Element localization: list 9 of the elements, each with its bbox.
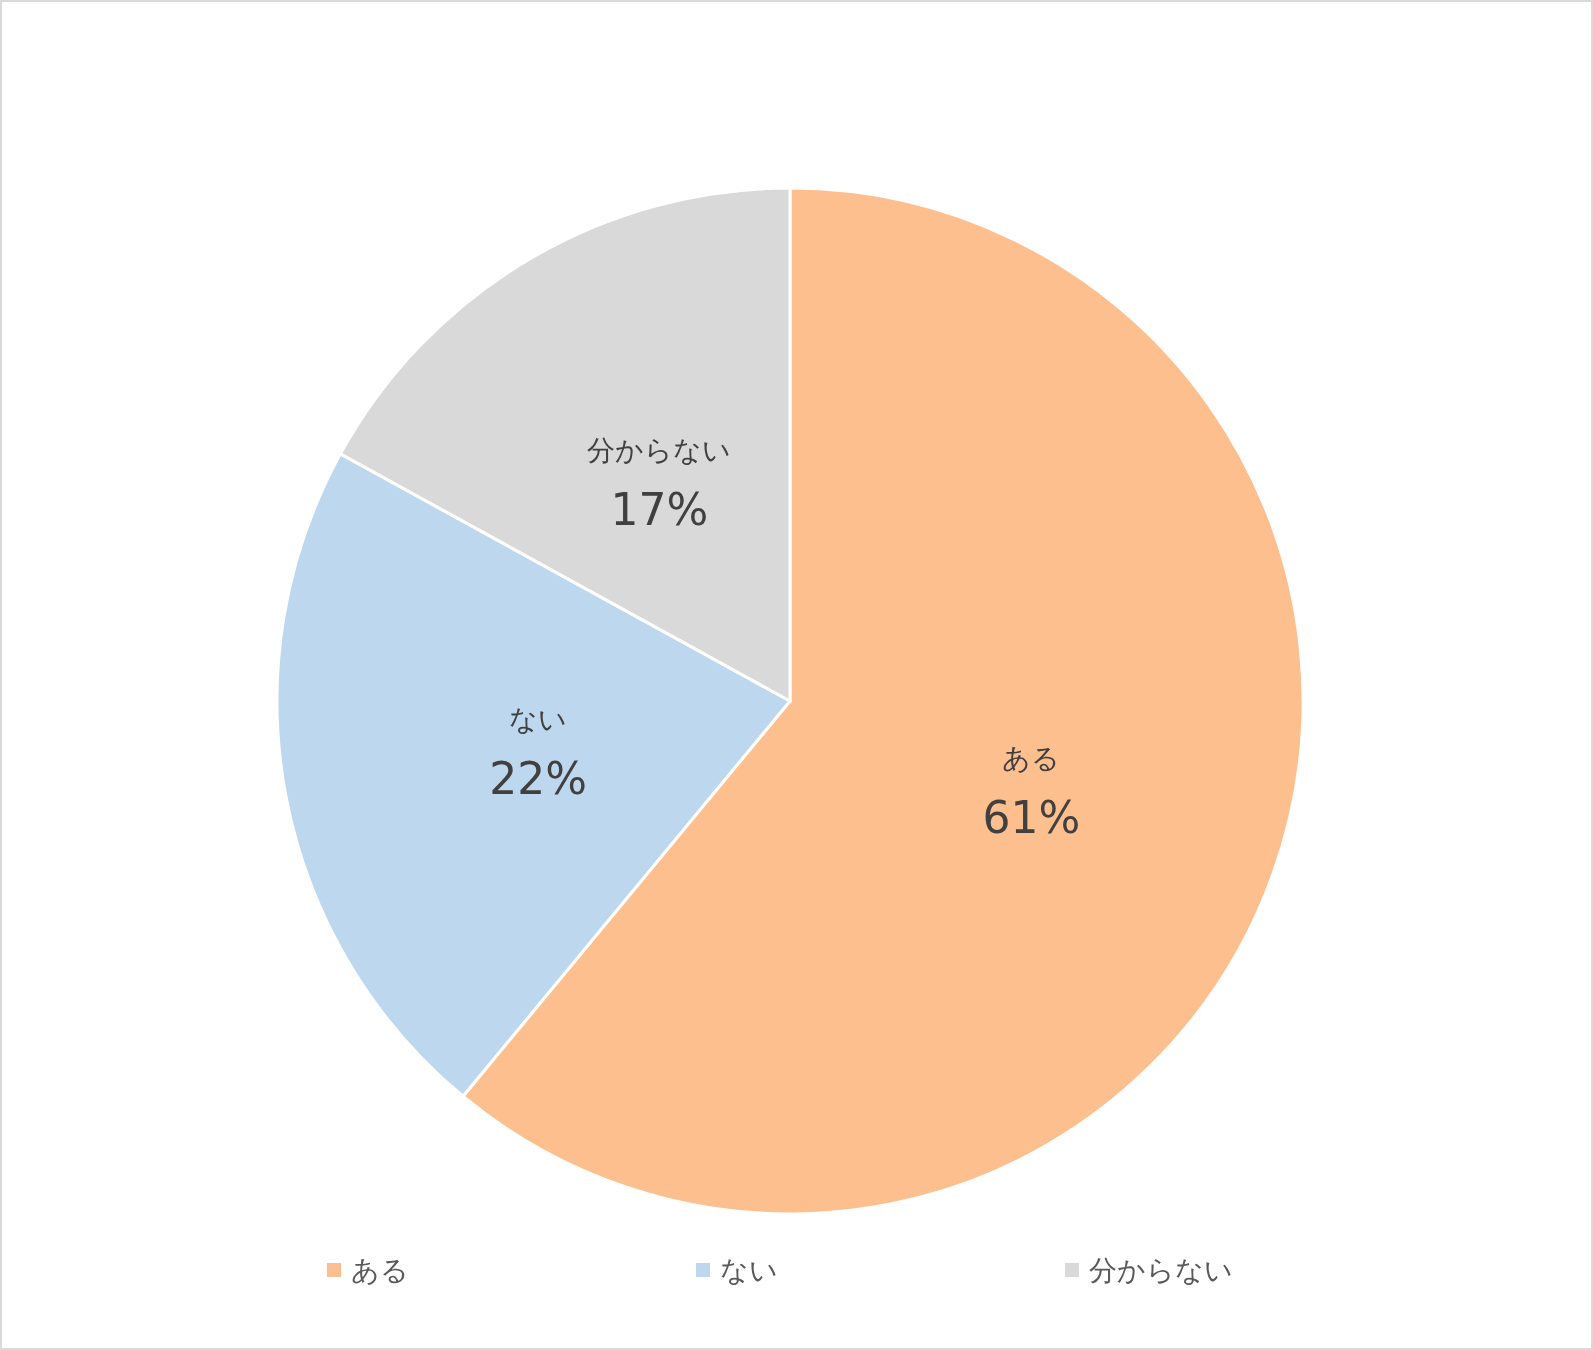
legend-label: 分からない <box>1089 1254 1233 1287</box>
data-label: 17% <box>610 484 709 536</box>
slice-label: 分からない <box>587 434 732 468</box>
slice-label: ある <box>1002 741 1061 775</box>
slice-label: ない <box>509 703 568 737</box>
data-label: 61% <box>982 791 1081 843</box>
legend-label: ない <box>720 1254 778 1287</box>
legend-label: ある <box>351 1254 409 1287</box>
data-label: 22% <box>489 753 587 805</box>
